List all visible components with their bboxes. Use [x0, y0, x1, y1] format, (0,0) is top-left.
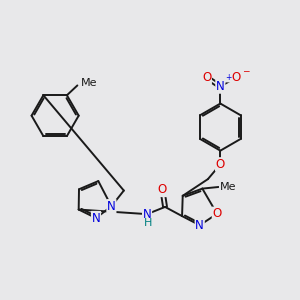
Text: N: N — [195, 219, 204, 232]
Text: O: O — [202, 71, 211, 84]
Text: O: O — [216, 158, 225, 171]
Text: N: N — [216, 80, 225, 93]
Text: −: − — [242, 66, 249, 75]
Text: O: O — [212, 207, 222, 220]
Text: Me: Me — [81, 79, 97, 88]
Text: Me: Me — [220, 182, 236, 192]
Text: O: O — [231, 71, 241, 84]
Text: N: N — [143, 208, 152, 220]
Text: N: N — [107, 200, 116, 213]
Text: +: + — [225, 73, 231, 82]
Text: N: N — [92, 212, 100, 224]
Text: O: O — [158, 183, 167, 196]
Text: H: H — [144, 218, 153, 228]
